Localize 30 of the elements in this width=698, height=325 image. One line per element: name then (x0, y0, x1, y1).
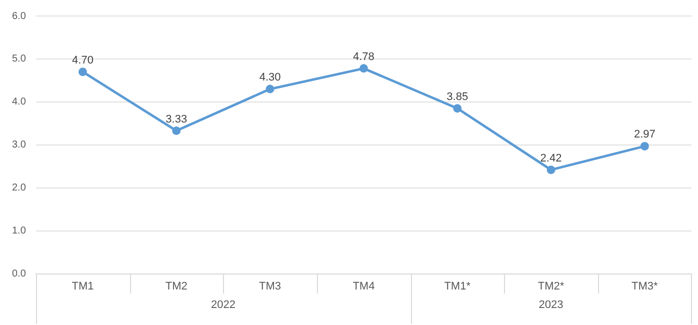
point (453, 104, 462, 113)
text: 2023 (538, 298, 564, 311)
point (546, 166, 556, 174)
y-tick-label: 2.0 (12, 182, 26, 194)
point (359, 64, 368, 73)
text: 2022 (210, 298, 236, 311)
x-tick-label: TM1* (444, 280, 472, 292)
text: 3.85 (446, 90, 468, 103)
y-tick-label: 1.0 (12, 226, 26, 237)
text: 3.33 (166, 113, 188, 126)
point (640, 142, 649, 150)
y-tick-label: 3.0 (12, 140, 26, 151)
x-tick-label: TM3* (632, 280, 659, 292)
x-tick-label: TM4 (352, 280, 375, 292)
y-tick-label: 6.0 (12, 10, 26, 22)
text: 4.78 (352, 50, 374, 63)
y-tick-label: 5.0 (12, 54, 26, 65)
text: 4.70 (72, 54, 94, 66)
point (78, 68, 87, 76)
point (172, 126, 181, 135)
x-tick-label: TM1 (72, 280, 94, 292)
text: 4.30 (259, 72, 281, 84)
x-tick-label: TM2* (538, 280, 565, 292)
text: 2.97 (634, 128, 656, 141)
y-tick-label: 4.0 (12, 96, 26, 108)
text: 2.42 (540, 152, 562, 164)
y-tick-label: 0.0 (12, 268, 26, 280)
x-tick-label: TM2 (165, 280, 188, 292)
x-tick-label: TM3 (259, 280, 282, 292)
point (266, 84, 274, 94)
